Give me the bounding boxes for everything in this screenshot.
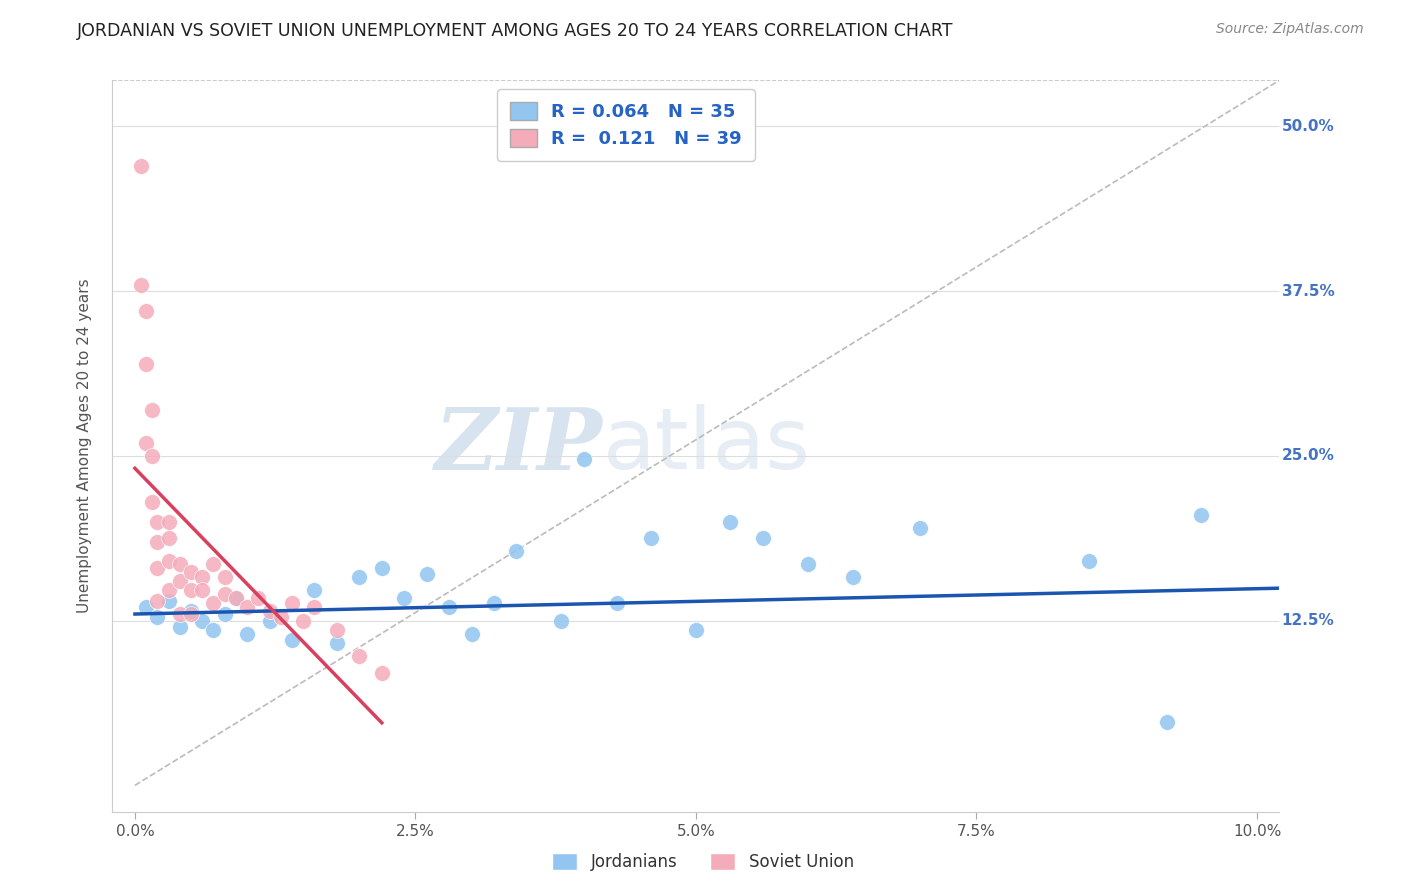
Point: [259, 614, 281, 628]
Point: [169, 607, 191, 621]
Point: [349, 570, 371, 584]
Point: [270, 609, 292, 624]
Legend: Jordanians, Soviet Union: Jordanians, Soviet Union: [544, 845, 862, 880]
Point: [141, 402, 163, 417]
Point: [202, 597, 225, 611]
Point: [146, 515, 169, 529]
Point: [572, 451, 595, 466]
Text: Source: ZipAtlas.com: Source: ZipAtlas.com: [1216, 22, 1364, 37]
Point: [202, 623, 225, 637]
Point: [135, 435, 157, 450]
Point: [281, 597, 304, 611]
Point: [640, 531, 662, 545]
Point: [326, 636, 349, 650]
Point: [214, 570, 236, 584]
Point: [191, 570, 214, 584]
Text: JORDANIAN VS SOVIET UNION UNEMPLOYMENT AMONG AGES 20 TO 24 YEARS CORRELATION CHA: JORDANIAN VS SOVIET UNION UNEMPLOYMENT A…: [77, 22, 953, 40]
Y-axis label: Unemployment Among Ages 20 to 24 years: Unemployment Among Ages 20 to 24 years: [77, 278, 91, 614]
Point: [259, 604, 281, 618]
Point: [304, 583, 326, 598]
Point: [606, 597, 628, 611]
Point: [141, 449, 163, 463]
Point: [685, 623, 707, 637]
Point: [225, 591, 247, 606]
Point: [146, 561, 169, 575]
Point: [371, 561, 394, 575]
Point: [180, 583, 202, 598]
Point: [169, 557, 191, 571]
Point: [482, 597, 505, 611]
Point: [157, 531, 180, 545]
Point: [910, 521, 932, 535]
Text: ZIP: ZIP: [434, 404, 603, 488]
Point: [129, 159, 152, 173]
Point: [157, 515, 180, 529]
Point: [157, 554, 180, 568]
Point: [437, 600, 460, 615]
Point: [505, 543, 527, 558]
Point: [191, 614, 214, 628]
Point: [180, 607, 202, 621]
Point: [371, 666, 394, 681]
Point: [214, 587, 236, 601]
Point: [135, 357, 157, 371]
Point: [191, 583, 214, 598]
Point: [1077, 554, 1099, 568]
Point: [281, 633, 304, 648]
Point: [141, 495, 163, 509]
Point: [135, 304, 157, 318]
Point: [415, 567, 437, 582]
Point: [292, 614, 315, 628]
Point: [180, 565, 202, 579]
Legend: R = 0.064   N = 35, R =  0.121   N = 39: R = 0.064 N = 35, R = 0.121 N = 39: [498, 89, 755, 161]
Point: [129, 277, 152, 292]
Point: [797, 557, 820, 571]
Point: [236, 600, 259, 615]
Point: [349, 649, 371, 664]
Point: [146, 609, 169, 624]
Point: [1156, 715, 1178, 730]
Point: [146, 594, 169, 608]
Text: 12.5%: 12.5%: [1282, 613, 1334, 628]
Point: [718, 515, 741, 529]
Point: [135, 600, 157, 615]
Point: [326, 623, 349, 637]
Point: [842, 570, 865, 584]
Point: [180, 604, 202, 618]
Point: [169, 574, 191, 588]
Point: [1189, 508, 1212, 523]
Point: [157, 594, 180, 608]
Point: [304, 600, 326, 615]
Point: [214, 607, 236, 621]
Point: [157, 583, 180, 598]
Point: [460, 627, 482, 641]
Text: 37.5%: 37.5%: [1282, 284, 1334, 299]
Point: [236, 627, 259, 641]
Point: [247, 591, 270, 606]
Point: [225, 591, 247, 606]
Point: [169, 620, 191, 634]
Point: [146, 534, 169, 549]
Point: [752, 531, 775, 545]
Point: [394, 591, 416, 606]
Point: [550, 614, 572, 628]
Text: 25.0%: 25.0%: [1282, 449, 1334, 463]
Text: 50.0%: 50.0%: [1282, 119, 1334, 134]
Point: [202, 557, 225, 571]
Text: atlas: atlas: [603, 404, 811, 488]
